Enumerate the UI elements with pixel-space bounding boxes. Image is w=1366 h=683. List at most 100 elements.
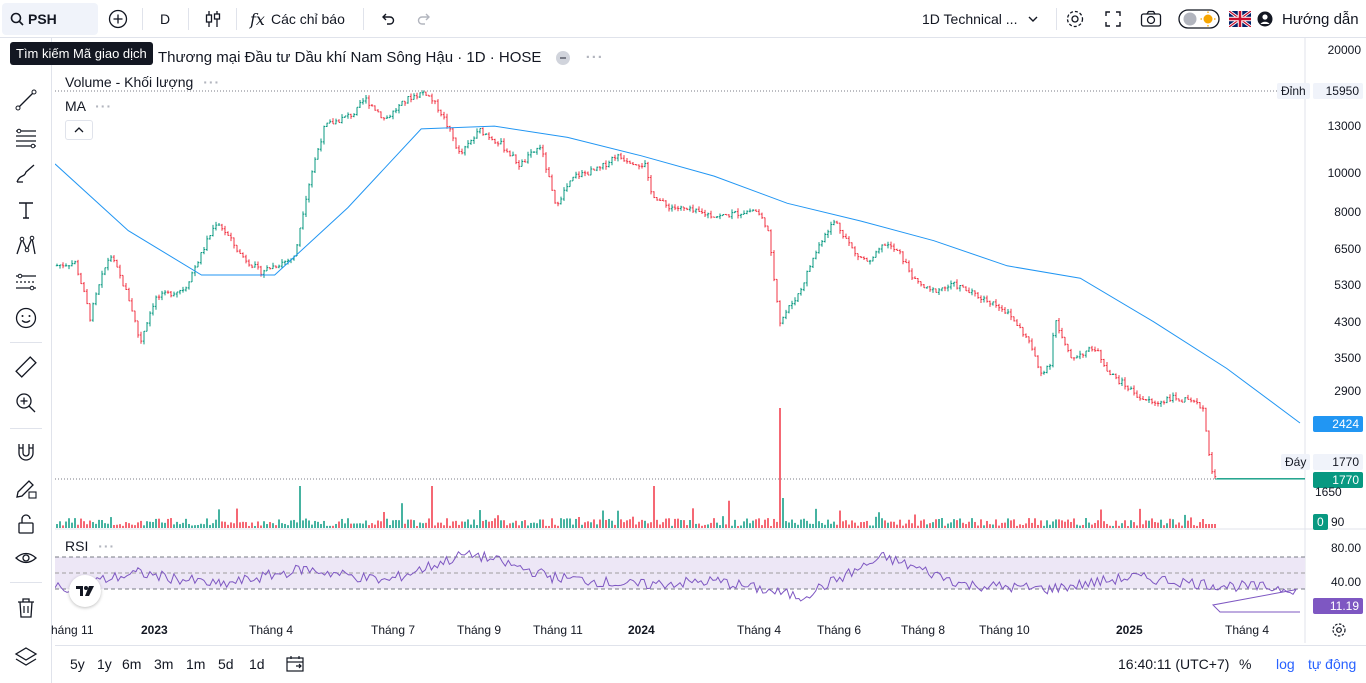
hide-drawings-tool[interactable] [12,544,40,572]
price-bar [577,171,581,180]
price-bar [931,287,935,293]
volume-bar [338,521,340,528]
log-toggle[interactable]: log [1276,656,1295,672]
trend-line-tool[interactable] [12,86,40,114]
volume-bar [755,519,757,528]
price-bar [1093,346,1097,352]
magnet-tool[interactable] [12,438,40,466]
volume-bar [680,520,682,528]
price-bar [1069,348,1073,359]
range-button-6m[interactable]: 6m [122,656,142,672]
price-bar [1204,407,1208,432]
volume-bar [746,518,748,528]
range-button-5d[interactable]: 5d [218,656,234,672]
price-bar [703,209,707,218]
more-icon[interactable]: ··· [585,49,604,66]
redo-button[interactable] [416,0,434,38]
volume-bar [992,524,994,528]
volume-bar [1058,519,1060,528]
volume-bar [1070,521,1072,528]
settings-button[interactable] [1065,0,1085,38]
layout-button[interactable]: 1D Technical ... [922,0,1039,38]
price-bar [1057,317,1061,334]
indicators-button[interactable]: fx Các chỉ báo [250,0,345,38]
price-bar [55,263,59,267]
price-bar [568,180,572,188]
price-chart[interactable] [55,38,1366,643]
tradingview-logo[interactable] [69,575,101,607]
clock-timezone[interactable]: 16:40:11 (UTC+7) [1118,656,1230,672]
object-tree-tool[interactable] [12,643,40,671]
volume-bar [638,521,640,528]
volume-bar [152,522,154,528]
rsi-tick-80: 80.00 [1330,541,1361,555]
language-button[interactable] [1229,0,1251,38]
more-icon[interactable]: ··· [98,538,116,554]
volume-bar [233,523,235,528]
range-button-1m[interactable]: 1m [186,656,206,672]
volume-bar [476,525,478,528]
zoom-tool[interactable] [12,389,40,417]
interval-button[interactable]: D [160,0,170,38]
price-bar [1177,398,1181,402]
volume-legend[interactable]: Volume - Khối lượng ··· [65,74,220,90]
chevron-down-icon [1028,16,1038,22]
projection-tool[interactable] [12,268,40,296]
screenshot-button[interactable] [1140,0,1162,38]
price-bar [1024,333,1028,338]
range-button-1d[interactable]: 1d [249,656,265,672]
volume-bar [545,525,547,528]
measure-tool[interactable] [12,353,40,381]
text-tool[interactable] [12,196,40,224]
emoji-tool[interactable] [12,304,40,332]
price-bar [769,229,773,256]
volume-bar [95,523,97,528]
volume-bar [521,521,523,528]
fullscreen-button[interactable] [1104,0,1122,38]
price-bar [226,231,230,236]
date-range-button[interactable] [285,654,305,677]
undo-button[interactable] [378,0,396,38]
volume-bar [860,522,862,528]
price-bar [436,99,440,113]
ma-legend[interactable]: MA ··· [65,98,112,114]
symbol-search-button[interactable]: PSH [2,3,98,35]
range-button-1y[interactable]: 1y [97,656,112,672]
compare-button[interactable] [108,0,128,38]
collapse-legend-button[interactable] [65,120,93,140]
more-icon[interactable]: ··· [203,74,221,90]
brush-tool[interactable] [12,160,40,188]
volume-bar [1196,525,1198,528]
volume-bar [1085,518,1087,528]
price-bar [493,138,497,144]
auto-toggle[interactable]: tự động [1308,656,1357,672]
price-bar [1189,397,1193,403]
price-bar [58,264,62,269]
chart-type-button[interactable] [203,0,223,38]
fib-tool[interactable] [12,124,40,152]
range-button-5y[interactable]: 5y [70,656,85,672]
remove-drawings-tool[interactable] [12,594,40,622]
range-button-3m[interactable]: 3m [154,656,174,672]
price-bar [229,232,233,242]
help-button[interactable]: Hướng dẫn [1257,0,1359,38]
price-bar [1195,398,1199,405]
rsi-legend[interactable]: RSI ··· [65,538,115,554]
more-icon[interactable]: ··· [95,98,113,114]
percent-toggle[interactable]: % [1239,656,1252,672]
axis-settings-button[interactable] [1331,622,1347,643]
legend-collapse-icon[interactable] [555,51,570,66]
lock-all-tool[interactable] [12,510,40,538]
theme-toggle[interactable] [1178,0,1220,38]
pattern-tool[interactable] [12,232,40,260]
volume-bar [458,524,460,528]
chart-area[interactable]: Thương mại Đầu tư Dầu khí Nam Sông Hậu ·… [51,38,1366,643]
lock-drawing-tool[interactable] [12,474,40,502]
volume-bar [569,518,571,528]
price-bar [304,195,308,217]
volume-bar [512,522,514,528]
volume-bar [1115,520,1117,528]
price-bar [637,164,641,170]
volume-bar [968,521,970,528]
price-bar [1042,370,1046,375]
